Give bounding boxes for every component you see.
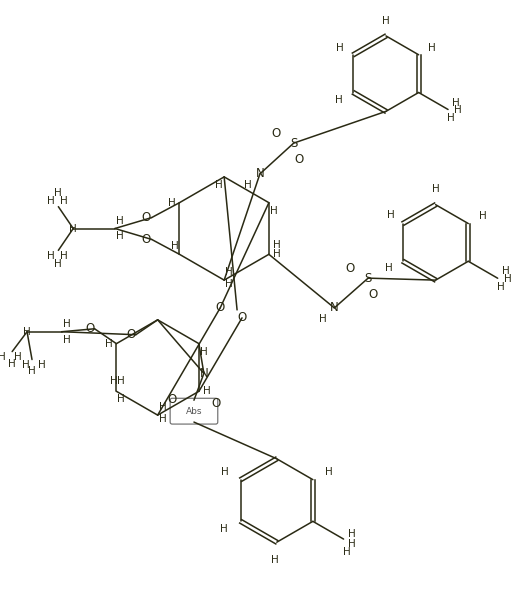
Text: O: O <box>346 262 355 274</box>
Text: H: H <box>343 547 350 557</box>
Text: H: H <box>8 359 16 368</box>
Text: O: O <box>141 233 151 246</box>
Text: H: H <box>110 377 117 386</box>
Text: H: H <box>336 43 344 53</box>
Text: H: H <box>325 467 333 477</box>
Text: H: H <box>221 467 229 477</box>
Text: H: H <box>244 180 252 190</box>
Text: H: H <box>385 263 392 273</box>
Text: H: H <box>382 15 390 26</box>
Text: S: S <box>364 271 372 285</box>
Text: O: O <box>126 328 135 341</box>
Text: H: H <box>432 184 440 194</box>
Text: H: H <box>38 359 46 369</box>
Text: H: H <box>497 282 504 292</box>
Text: N: N <box>199 367 208 380</box>
Text: H: H <box>159 402 167 412</box>
Text: H: H <box>271 555 279 565</box>
Text: H: H <box>60 195 68 206</box>
Text: H: H <box>171 241 179 251</box>
Text: H: H <box>335 94 343 105</box>
Text: O: O <box>368 287 378 301</box>
Text: N: N <box>255 168 264 181</box>
Text: H: H <box>116 232 124 241</box>
Text: H: H <box>117 377 125 386</box>
Text: H: H <box>159 414 167 424</box>
Text: H: H <box>0 352 6 362</box>
Text: H: H <box>348 539 356 549</box>
Text: H: H <box>47 251 54 261</box>
Text: H: H <box>70 223 77 233</box>
Text: H: H <box>504 274 512 285</box>
Text: H: H <box>60 251 68 261</box>
Text: O: O <box>215 301 225 314</box>
Text: H: H <box>63 334 71 345</box>
Text: O: O <box>85 323 94 335</box>
Text: H: H <box>215 180 223 190</box>
Text: H: H <box>23 327 31 337</box>
Text: N: N <box>330 301 339 314</box>
Text: H: H <box>454 106 462 115</box>
Text: H: H <box>387 210 394 220</box>
Text: Abs: Abs <box>186 407 202 416</box>
Text: H: H <box>447 113 455 124</box>
Text: H: H <box>104 339 112 349</box>
Text: H: H <box>28 366 36 377</box>
Text: S: S <box>290 137 297 150</box>
Text: H: H <box>168 198 175 208</box>
Text: H: H <box>270 206 278 216</box>
Text: H: H <box>428 43 436 53</box>
Text: H: H <box>273 241 281 251</box>
Text: H: H <box>225 267 233 277</box>
Text: H: H <box>117 394 125 405</box>
Text: H: H <box>200 346 208 356</box>
Text: H: H <box>479 211 486 222</box>
Text: O: O <box>271 127 280 140</box>
Text: H: H <box>22 359 30 369</box>
Text: O: O <box>294 153 303 166</box>
Text: H: H <box>54 259 62 269</box>
Text: H: H <box>54 188 62 198</box>
Text: H: H <box>452 97 460 108</box>
Text: O: O <box>141 211 151 224</box>
Text: H: H <box>63 319 71 329</box>
Text: O: O <box>211 397 221 410</box>
Text: H: H <box>14 352 22 362</box>
Text: H: H <box>203 386 211 396</box>
Text: H: H <box>502 266 510 276</box>
Text: H: H <box>220 525 228 534</box>
Text: H: H <box>319 314 326 324</box>
Text: O: O <box>237 311 247 324</box>
Text: H: H <box>116 216 124 226</box>
Text: O: O <box>168 393 177 406</box>
Text: H: H <box>225 279 233 289</box>
Text: H: H <box>47 195 54 206</box>
Text: H: H <box>273 249 281 260</box>
Text: H: H <box>348 529 356 539</box>
